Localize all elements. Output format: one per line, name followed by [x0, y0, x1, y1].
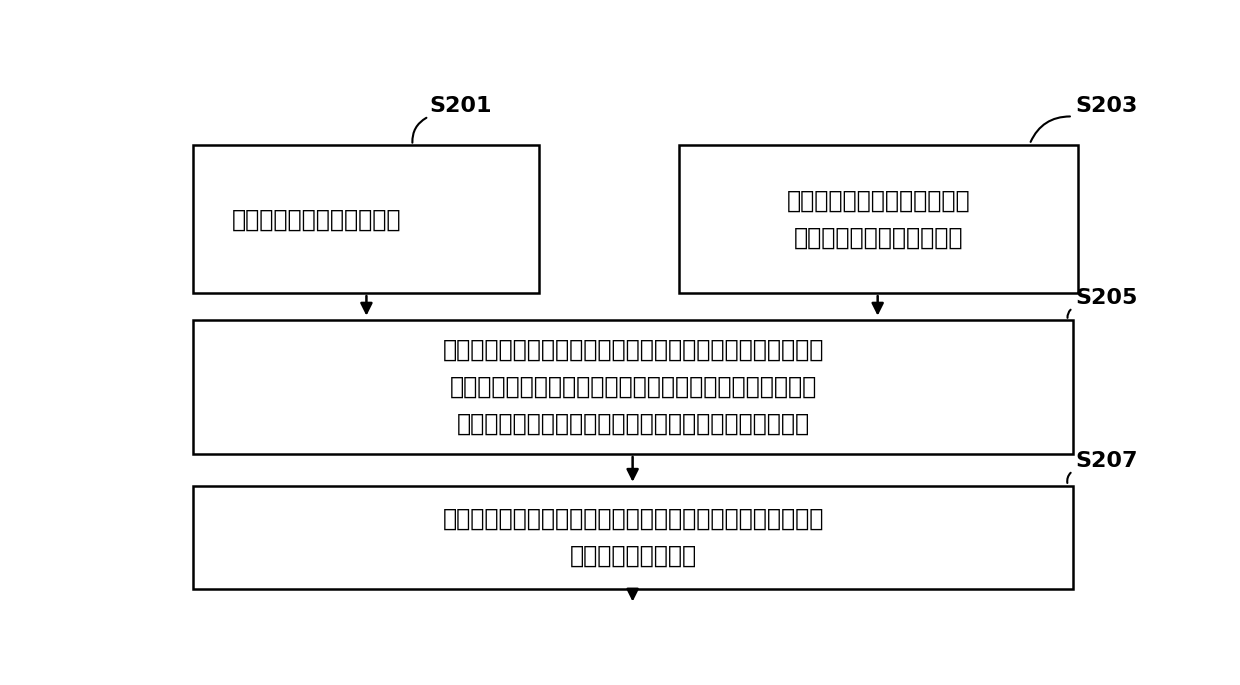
Text: 获取至少两个光照标定图像: 获取至少两个光照标定图像	[232, 208, 402, 232]
Text: S205: S205	[1075, 288, 1138, 308]
Bar	[193, 145, 539, 293]
Text: S201: S201	[429, 97, 491, 116]
Text: 将原始场景图像与预先存储的至少两个光照标定图像分别进行
逐像素的亮度匹配，得到对应实际场景的场景光照图像，其
中，至少两个光照标定图像为具有不同的亮度的灰度图像: 将原始场景图像与预先存储的至少两个光照标定图像分别进行 逐像素的亮度匹配，得到对…	[443, 338, 823, 436]
Bar	[678, 145, 1078, 293]
Text: S207: S207	[1075, 451, 1138, 471]
Text: 通过微透镜阵列对实际场景进
行拍摄，得到原始场景图像: 通过微透镜阵列对实际场景进 行拍摄，得到原始场景图像	[786, 188, 970, 250]
Bar	[193, 486, 1073, 588]
Bar	[193, 319, 1073, 454]
Text: 利用场景光照图像对原始场景图像进行亮度均一化处理，得到
亮度均一的场景图像: 利用场景光照图像对原始场景图像进行亮度均一化处理，得到 亮度均一的场景图像	[443, 506, 823, 568]
Text: S203: S203	[1075, 97, 1138, 116]
